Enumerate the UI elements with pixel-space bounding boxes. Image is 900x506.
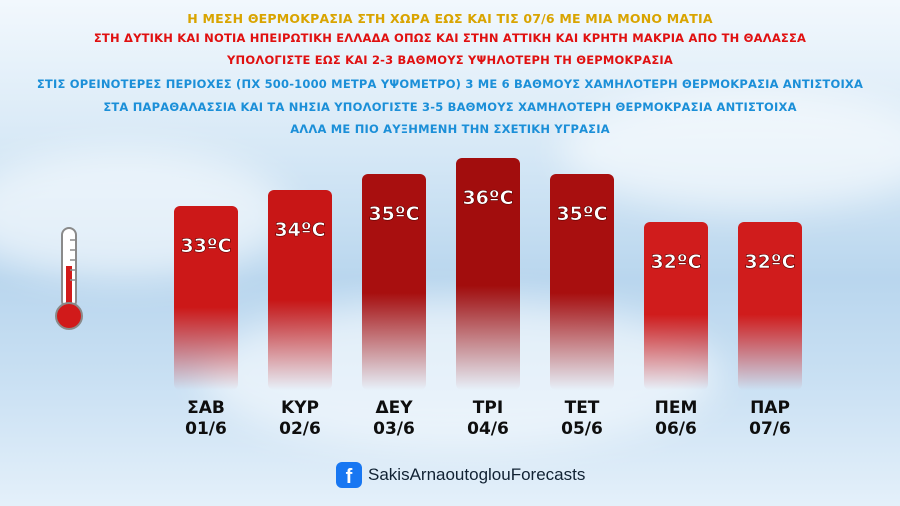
headline-line-3: ΥΠΟΛΟΓΙΣΤΕ ΕΩΣ ΚΑΙ 2-3 ΒΑΘΜΟΥΣ ΥΨΗΛΟΤΕΡΗ…: [227, 53, 673, 67]
bar-value-label: 32ºC: [650, 251, 701, 273]
footer-credit: f SakisArnaoutoglouForecasts: [336, 462, 585, 488]
bar-value-label: 34ºC: [274, 219, 325, 241]
bar-07/6: [738, 222, 802, 390]
footer-brand-text[interactable]: SakisArnaoutoglouForecasts: [368, 465, 586, 484]
date-label: 05/6: [561, 419, 603, 439]
day-label: ΤΕΤ: [565, 398, 600, 418]
date-label: 02/6: [279, 419, 321, 439]
background-cloud: [0, 150, 290, 280]
bar-02/6: [268, 190, 332, 390]
headline-line-5: ΣΤΑ ΠΑΡΑΘΑΛΑΣΣΙΑ ΚΑΙ ΤΑ ΝΗΣΙΑ ΥΠΟΛΟΓΙΣΤΕ…: [103, 100, 797, 114]
headline-line-2: ΣΤΗ ΔΥΤΙΚΗ ΚΑΙ ΝΟΤΙΑ ΗΠΕΙΡΩΤΙΚΗ ΕΛΛΑΔΑ Ο…: [93, 31, 807, 45]
date-label: 04/6: [467, 419, 509, 439]
date-label: 03/6: [373, 419, 415, 439]
day-label: ΔΕΥ: [375, 398, 413, 418]
date-label: 06/6: [655, 419, 697, 439]
bar-03/6: [362, 174, 426, 390]
bar-value-label: 35ºC: [368, 203, 419, 225]
bar-04/6: [456, 158, 520, 390]
thermometer-icon: [55, 227, 83, 330]
day-label: ΠΑΡ: [750, 398, 790, 418]
day-label: ΚΥΡ: [281, 398, 319, 418]
bar-01/6: [174, 206, 238, 390]
bar-05/6: [550, 174, 614, 390]
bar-value-label: 33ºC: [180, 235, 231, 257]
bar-value-label: 36ºC: [462, 187, 513, 209]
bar-06/6: [644, 222, 708, 390]
headline-line-6: ΑΛΛΑ ΜΕ ΠΙΟ ΑΥΞΗΜΕΝΗ ΤΗΝ ΣΧΕΤΙΚΗ ΥΓΡΑΣΙΑ: [290, 122, 610, 136]
headline-line-4: ΣΤΙΣ ΟΡΕΙΝΟΤΕΡΕΣ ΠΕΡΙΟΧΕΣ (ΠΧ 500-1000 Μ…: [36, 77, 864, 91]
day-label: ΠΕΜ: [655, 398, 698, 418]
facebook-icon[interactable]: f: [336, 462, 362, 488]
day-label: ΤΡΙ: [473, 398, 503, 418]
date-label: 07/6: [749, 419, 791, 439]
date-label: 01/6: [185, 419, 227, 439]
bar-value-label: 35ºC: [556, 203, 607, 225]
day-label: ΣΑΒ: [187, 398, 225, 418]
headline-title: Η ΜΕΣΗ ΘΕΡΜΟΚΡΑΣΙΑ ΣΤΗ ΧΩΡΑ ΕΩΣ ΚΑΙ ΤΙΣ …: [187, 11, 713, 26]
bar-value-label: 32ºC: [744, 251, 795, 273]
background-cloud: [560, 90, 900, 210]
